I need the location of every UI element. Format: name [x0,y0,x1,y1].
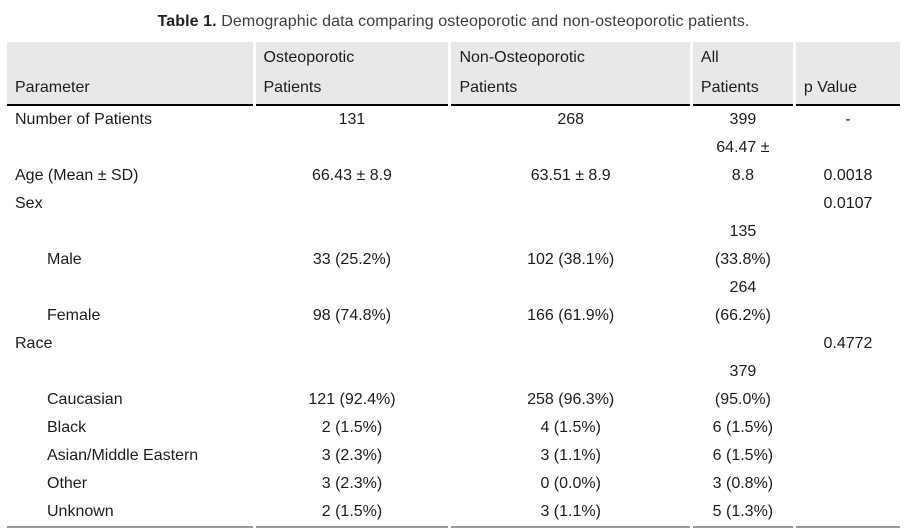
header-osteoporotic-patients: Osteoporotic Patients [255,42,449,106]
cell-p-value [796,218,900,274]
table-row: Sex 0.0107 [7,190,900,218]
cell-parameter: Other [47,475,88,492]
cell-p-value [796,442,900,470]
cell-non-osteoporotic-patients: 3 (1.1%) [451,498,690,528]
header-parameter: Parameter [7,42,253,106]
cell-p-value [796,414,900,442]
table-caption: Table 1. Demographic data comparing oste… [0,0,907,42]
cell-osteoporotic-patients: 98 (74.8%) [312,307,392,324]
table-row: Unknown 2 (1.5%) 3 (1.1%) 5 (1.3%) [7,498,900,528]
table-body: Number of Patients 131 268 399 - Age (Me… [7,106,900,528]
cell-osteoporotic-patients: 121 (92.4%) [308,391,396,408]
table-row: Male 33 (25.2%) 102 (38.1%) 135 (33.8%) [7,218,900,274]
cell-p-value: 0.0018 [823,167,873,184]
cell-parameter: Asian/Middle Eastern [47,447,199,464]
cell-all-patients: 264 (66.2%) [714,279,771,324]
cell-p-value [796,274,900,330]
table-row: Race 0.4772 [7,330,900,358]
cell-all-patients: 399 [729,111,757,128]
cell-non-osteoporotic-patients: 63.51 ± 8.9 [530,167,611,184]
header-non-osteoporotic-patients: Non-Osteoporotic Patients [451,42,690,106]
cell-parameter: Female [47,307,101,324]
cell-parameter: Number of Patients [15,111,152,128]
cell-non-osteoporotic-patients: 166 (61.9%) [527,307,615,324]
cell-all-patients: 3 (0.8%) [712,475,774,492]
cell-all-patients: 6 (1.5%) [712,447,774,464]
table-row: Number of Patients 131 268 399 - [7,106,900,134]
table-caption-label: Table 1. [157,13,217,30]
cell-parameter: Sex [15,195,43,212]
cell-parameter: Age (Mean ± SD) [15,167,139,184]
cell-osteoporotic-patients: 131 [338,111,366,128]
cell-osteoporotic-patients: 2 (1.5%) [255,498,449,528]
cell-p-value: 0.4772 [823,335,873,352]
cell-osteoporotic-patients: 33 (25.2%) [312,251,392,268]
cell-p-value: 0.0107 [823,195,873,212]
demographics-table: Parameter Osteoporotic Patients Non-Oste… [4,42,903,528]
cell-non-osteoporotic-patients: 0 (0.0%) [540,475,601,492]
cell-non-osteoporotic-patients [451,330,689,358]
table-row: Caucasian 121 (92.4%) 258 (96.3%) 379 (9… [7,358,900,414]
cell-parameter: Race [15,335,53,352]
cell-all-patients: 64.47 ± 8.8 [716,139,770,184]
cell-osteoporotic-patients: 2 (1.5%) [321,419,383,436]
cell-non-osteoporotic-patients: 3 (1.1%) [540,447,601,464]
cell-all-patients: 135 (33.8%) [714,223,771,268]
cell-parameter: Unknown [7,498,253,528]
cell-osteoporotic-patients: 3 (2.3%) [321,475,383,492]
cell-osteoporotic-patients: 66.43 ± 8.9 [312,167,392,184]
cell-parameter: Black [47,419,87,436]
cell-all-patients: 379 (95.0%) [714,363,771,408]
cell-osteoporotic-patients: 3 (2.3%) [321,447,383,464]
table-row: Age (Mean ± SD) 66.43 ± 8.9 63.51 ± 8.9 … [7,134,900,190]
table-row: Female 98 (74.8%) 166 (61.9%) 264 (66.2%… [7,274,900,330]
table-caption-text: Demographic data comparing osteoporotic … [221,13,750,30]
cell-osteoporotic-patients [256,330,449,358]
cell-all-patients [693,330,793,358]
cell-p-value [796,470,900,498]
cell-osteoporotic-patients [256,190,449,218]
cell-non-osteoporotic-patients [451,190,689,218]
header-p-value: p Value [795,42,900,106]
cell-non-osteoporotic-patients: 4 (1.5%) [540,419,601,436]
cell-all-patients [693,190,793,218]
table-row: Asian/Middle Eastern 3 (2.3%) 3 (1.1%) 6… [7,442,900,470]
cell-all-patients: 6 (1.5%) [712,419,774,436]
cell-parameter: Caucasian [47,391,123,408]
header-row: Parameter Osteoporotic Patients Non-Oste… [7,42,900,106]
cell-p-value [795,498,900,528]
cell-p-value: - [845,111,851,128]
cell-p-value [796,358,900,414]
header-all-patients: All Patients [692,42,793,106]
cell-parameter: Male [47,251,82,268]
cell-non-osteoporotic-patients: 258 (96.3%) [527,391,615,408]
cell-all-patients: 5 (1.3%) [692,498,793,528]
cell-non-osteoporotic-patients: 102 (38.1%) [527,251,615,268]
cell-non-osteoporotic-patients: 268 [557,111,585,128]
table-row: Other 3 (2.3%) 0 (0.0%) 3 (0.8%) [7,470,900,498]
table-row: Black 2 (1.5%) 4 (1.5%) 6 (1.5%) [7,414,900,442]
